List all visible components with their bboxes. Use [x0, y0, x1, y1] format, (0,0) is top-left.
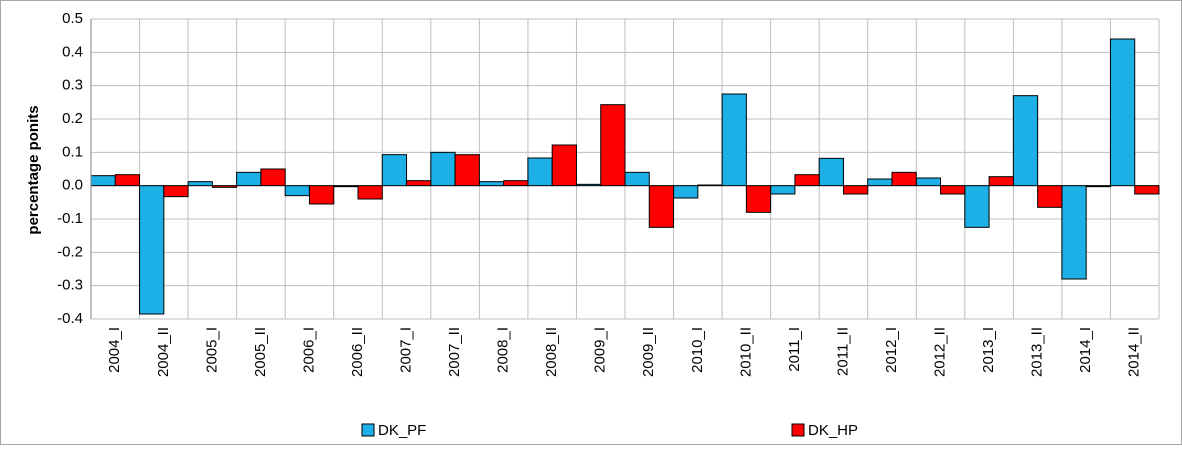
y-tick-label: 0.2: [62, 110, 83, 127]
bar: [260, 168, 286, 187]
bar: [964, 185, 990, 228]
bar: [1061, 185, 1087, 280]
bar: [891, 171, 917, 187]
bar: [794, 174, 820, 187]
bar: [139, 185, 165, 315]
bar: [357, 185, 383, 200]
x-tick-label: 2007_II: [446, 327, 463, 377]
y-tick-label: -0.2: [57, 243, 83, 260]
bar: [575, 183, 602, 187]
bar: [284, 185, 310, 197]
x-tick-label: 2004_II: [155, 327, 172, 377]
y-tick-label: -0.1: [57, 210, 83, 227]
bar: [454, 154, 480, 187]
bar: [1134, 185, 1160, 195]
bar: [163, 185, 189, 198]
y-axis-title: percentage ponits: [25, 105, 42, 234]
legend-label: DK_PF: [378, 422, 426, 439]
bar: [867, 178, 893, 187]
bar: [842, 185, 869, 195]
y-tick-label: -0.4: [57, 310, 83, 327]
x-tick-label: 2009_I: [592, 327, 609, 373]
x-tick-label: 2012_I: [883, 327, 900, 373]
bar: [1037, 185, 1063, 208]
y-tick-label: 0.4: [62, 43, 83, 60]
bar: [114, 174, 141, 187]
bar: [624, 171, 650, 187]
x-tick-label: 2011_II: [834, 327, 851, 376]
bar: [406, 180, 432, 187]
x-tick-label: 2008_II: [543, 327, 560, 377]
bar: [236, 171, 262, 187]
bar: [211, 185, 238, 188]
bar: [600, 104, 626, 187]
x-tick-label: 2014_I: [1077, 327, 1094, 373]
y-tick-label: 0.5: [62, 10, 83, 27]
bar: [1109, 38, 1136, 187]
bar: [333, 185, 359, 188]
bar: [187, 181, 213, 187]
legend-swatch: [791, 423, 805, 437]
x-tick-label: 2012_II: [932, 327, 949, 377]
y-tick-label: -0.3: [57, 277, 83, 294]
bar: [915, 177, 942, 187]
x-tick-label: 2009_II: [640, 327, 657, 377]
bar: [673, 185, 699, 199]
y-tick-label: 0.3: [62, 77, 83, 94]
x-tick-label: 2008_I: [495, 327, 512, 373]
bar: [1085, 185, 1111, 188]
x-tick-label: 2013_I: [980, 327, 997, 373]
bar: [648, 185, 675, 228]
x-tick-label: 2013_II: [1029, 327, 1046, 377]
bar: [308, 185, 335, 205]
x-tick-label: 2014_II: [1126, 327, 1143, 377]
x-tick-label: 2007_I: [398, 327, 415, 373]
bar: [770, 185, 796, 195]
bar: [503, 180, 529, 187]
bar: [430, 151, 456, 187]
bar: [818, 157, 844, 187]
bar: [988, 176, 1014, 187]
bar: [478, 181, 505, 187]
x-tick-label: 2010_I: [689, 327, 706, 373]
y-tick-label: 0.1: [62, 143, 83, 160]
bar: [745, 185, 772, 213]
x-tick-label: 2006_I: [300, 327, 317, 373]
bar: [527, 157, 553, 187]
bar: [721, 93, 747, 187]
y-tick-label: 0.0: [62, 177, 83, 194]
bar: [90, 175, 116, 187]
bar: [1012, 95, 1039, 187]
x-tick-label: 2010_II: [737, 327, 754, 377]
bar: [940, 185, 966, 195]
x-tick-label: 2004_I: [106, 327, 123, 373]
bar: [697, 184, 723, 187]
x-tick-label: 2011_I: [786, 327, 803, 372]
x-tick-label: 2005_II: [252, 327, 269, 377]
bar: [551, 144, 577, 187]
legend-swatch: [361, 423, 375, 437]
x-tick-label: 2005_I: [203, 327, 220, 373]
bar: [381, 154, 408, 187]
legend-label: DK_HP: [808, 422, 858, 439]
x-tick-label: 2006_II: [349, 327, 366, 377]
